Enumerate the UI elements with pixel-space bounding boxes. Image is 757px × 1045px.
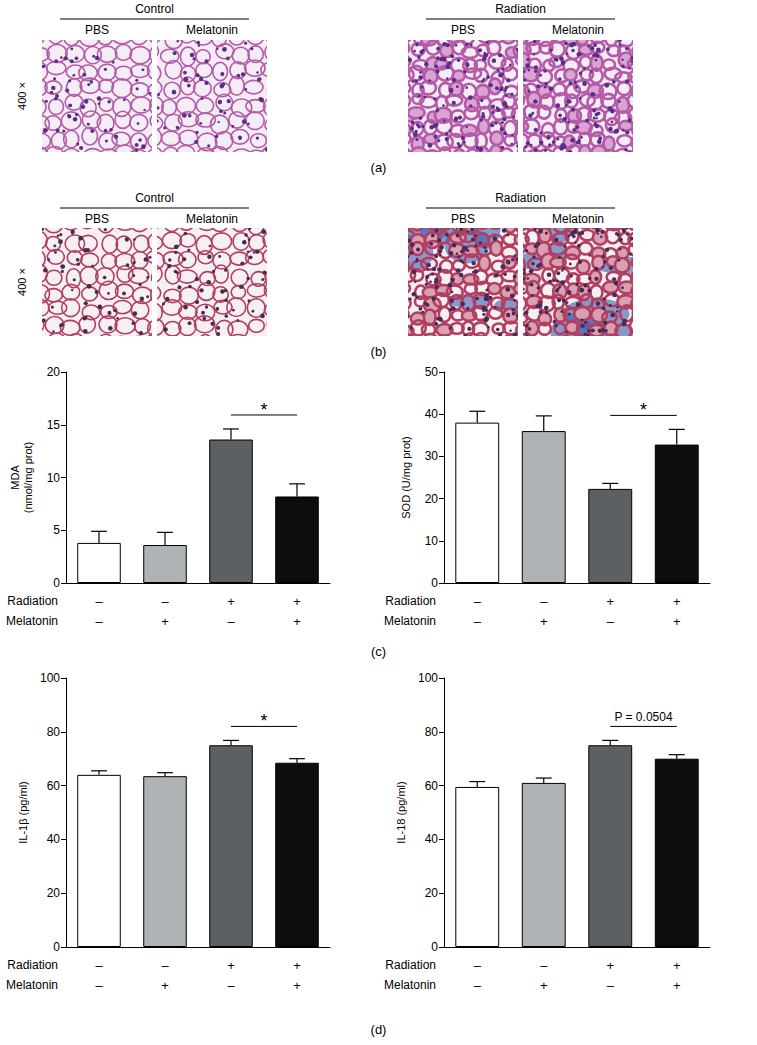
svg-text:Melatonin: Melatonin	[552, 212, 604, 226]
svg-text:0: 0	[53, 940, 60, 954]
svg-text:+: +	[673, 614, 681, 629]
svg-text:(b): (b)	[371, 344, 387, 359]
svg-text:60: 60	[425, 779, 439, 793]
svg-text:*: *	[260, 400, 267, 420]
svg-text:10: 10	[47, 471, 61, 485]
svg-text:Melatonin: Melatonin	[186, 23, 238, 37]
svg-text:Melatonin: Melatonin	[6, 614, 58, 628]
svg-text:Radiation: Radiation	[385, 594, 436, 608]
svg-text:+: +	[227, 594, 235, 609]
svg-text:P = 0.0504: P = 0.0504	[614, 710, 672, 724]
svg-text:–: –	[161, 594, 169, 609]
svg-text:Control: Control	[135, 191, 174, 205]
svg-text:400 ×: 400 ×	[16, 82, 28, 110]
svg-text:+: +	[673, 594, 681, 609]
svg-text:Radiation: Radiation	[385, 958, 436, 972]
svg-text:*: *	[640, 400, 647, 420]
svg-text:+: +	[293, 614, 301, 629]
svg-text:–: –	[474, 614, 482, 629]
svg-text:Radiation: Radiation	[495, 191, 546, 205]
svg-text:60: 60	[47, 779, 61, 793]
svg-text:(a): (a)	[371, 160, 387, 175]
svg-text:(nmol/mg prot): (nmol/mg prot)	[22, 442, 34, 514]
svg-text:–: –	[540, 958, 548, 973]
svg-text:Melatonin: Melatonin	[6, 978, 58, 992]
svg-text:–: –	[95, 978, 103, 993]
svg-text:0: 0	[53, 576, 60, 590]
svg-text:400 ×: 400 ×	[16, 268, 28, 296]
svg-text:–: –	[607, 614, 615, 629]
svg-text:+: +	[161, 614, 169, 629]
svg-text:Radiation: Radiation	[495, 2, 546, 16]
svg-text:–: –	[607, 978, 615, 993]
svg-text:5: 5	[53, 523, 60, 537]
svg-text:Melatonin: Melatonin	[384, 978, 436, 992]
html-text:(d): (d)	[370, 1022, 387, 1037]
svg-text:–: –	[540, 594, 548, 609]
svg-text:+: +	[606, 958, 614, 973]
svg-text:–: –	[474, 594, 482, 609]
svg-text:0: 0	[431, 576, 438, 590]
svg-text:MDA: MDA	[9, 465, 21, 490]
svg-text:–: –	[474, 978, 482, 993]
svg-text:10: 10	[425, 534, 439, 548]
svg-text:+: +	[293, 978, 301, 993]
svg-text:IL-18 (pg/ml): IL-18 (pg/ml)	[395, 781, 407, 843]
svg-text:40: 40	[425, 407, 439, 421]
svg-text:50: 50	[425, 365, 439, 379]
svg-text:Radiation: Radiation	[7, 594, 58, 608]
svg-text:Control: Control	[135, 2, 174, 16]
svg-text:PBS: PBS	[85, 23, 109, 37]
svg-text:–: –	[161, 958, 169, 973]
svg-text:20: 20	[47, 365, 61, 379]
svg-text:–: –	[227, 978, 235, 993]
svg-text:+: +	[227, 958, 235, 973]
svg-text:PBS: PBS	[85, 212, 109, 226]
svg-text:15: 15	[47, 418, 61, 432]
svg-text:100: 100	[40, 671, 60, 685]
svg-text:SOD (U/mg prot): SOD (U/mg prot)	[400, 436, 412, 519]
svg-text:–: –	[95, 958, 103, 973]
svg-text:40: 40	[425, 832, 439, 846]
svg-text:+: +	[161, 978, 169, 993]
html-text:(c): (c)	[370, 644, 387, 659]
svg-text:–: –	[95, 614, 103, 629]
svg-text:*: *	[260, 711, 267, 731]
svg-text:–: –	[227, 614, 235, 629]
svg-text:+: +	[540, 614, 548, 629]
svg-text:80: 80	[47, 725, 61, 739]
svg-text:+: +	[606, 594, 614, 609]
svg-text:+: +	[673, 958, 681, 973]
svg-text:IL-1β (pg/ml): IL-1β (pg/ml)	[17, 781, 29, 844]
svg-text:100: 100	[418, 671, 438, 685]
svg-text:20: 20	[425, 492, 439, 506]
svg-text:30: 30	[425, 449, 439, 463]
svg-text:Melatonin: Melatonin	[186, 212, 238, 226]
svg-text:+: +	[293, 958, 301, 973]
svg-text:20: 20	[425, 886, 439, 900]
svg-text:PBS: PBS	[451, 23, 475, 37]
svg-text:20: 20	[47, 886, 61, 900]
svg-text:Melatonin: Melatonin	[552, 23, 604, 37]
svg-text:Radiation: Radiation	[7, 958, 58, 972]
svg-text:40: 40	[47, 832, 61, 846]
svg-text:–: –	[474, 958, 482, 973]
svg-text:+: +	[293, 594, 301, 609]
svg-text:+: +	[540, 978, 548, 993]
svg-text:–: –	[95, 594, 103, 609]
svg-text:+: +	[673, 978, 681, 993]
svg-text:80: 80	[425, 725, 439, 739]
svg-text:Melatonin: Melatonin	[384, 614, 436, 628]
svg-text:PBS: PBS	[451, 212, 475, 226]
svg-text:0: 0	[431, 940, 438, 954]
